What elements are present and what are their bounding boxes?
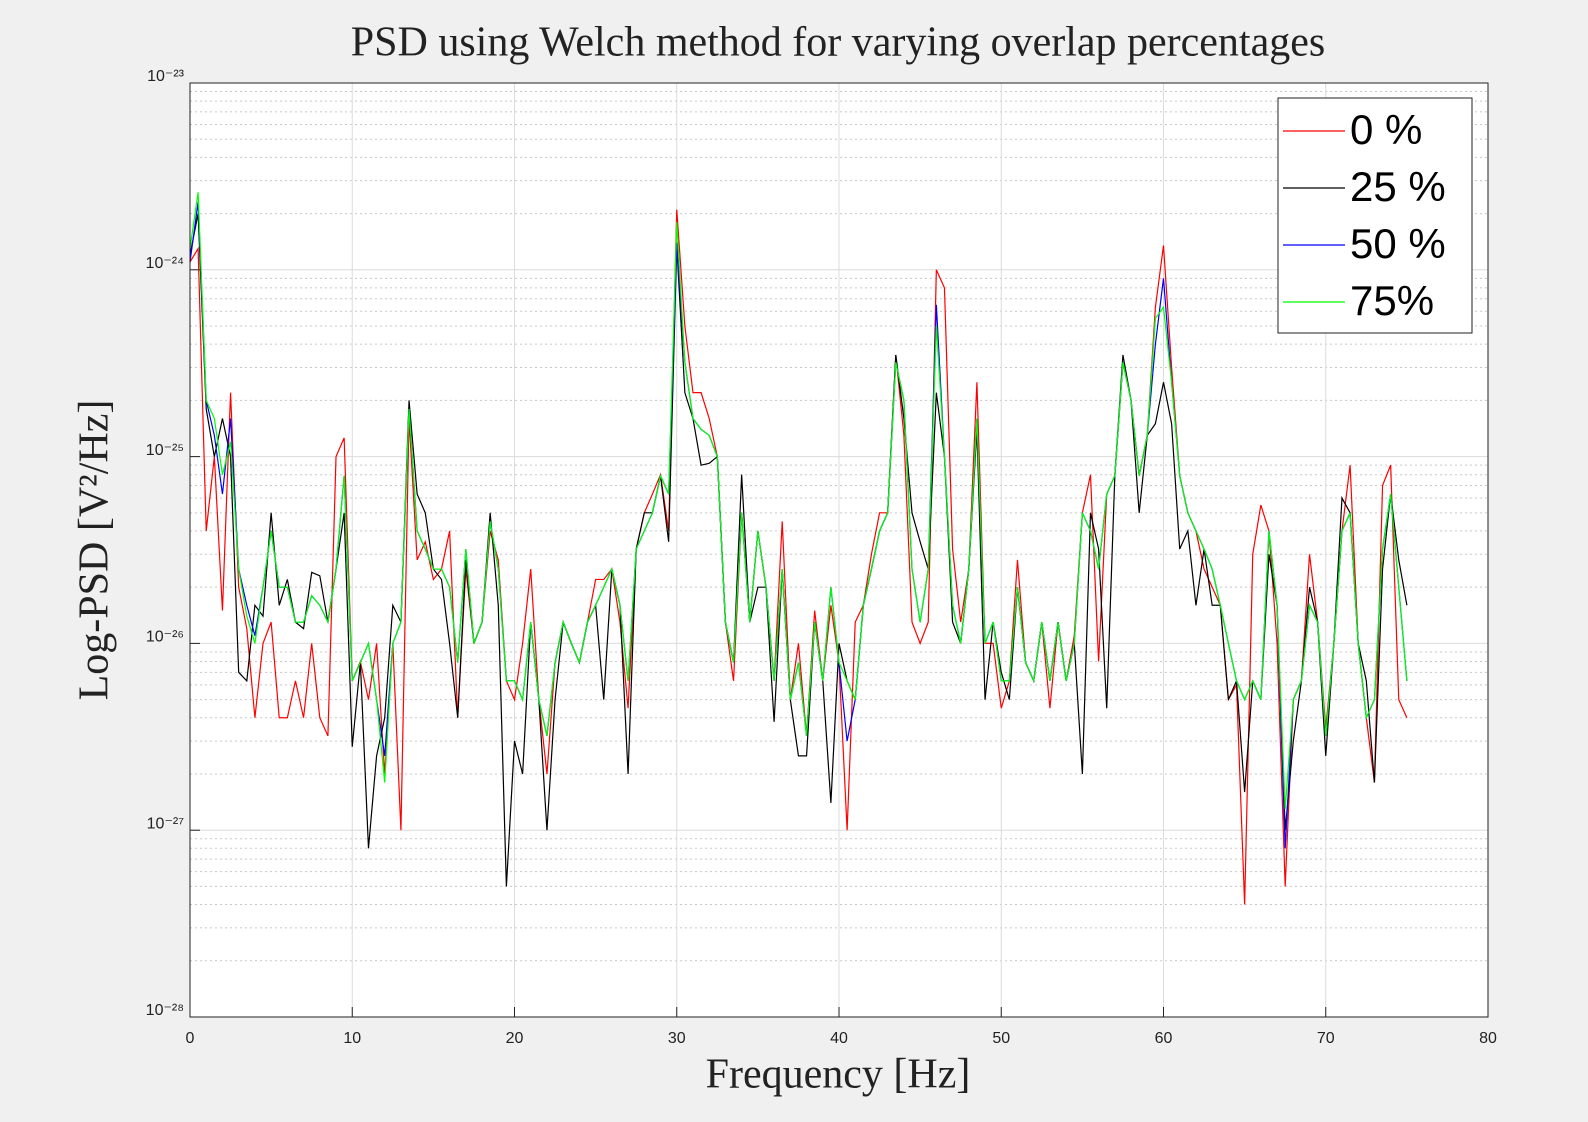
y-tick-label: 10⁻²⁴ (146, 255, 185, 272)
legend-label: 75% (1350, 277, 1434, 324)
series-line (189, 192, 1408, 809)
x-tick-label: 10 (343, 1030, 361, 1047)
y-axis-label: Log-PSD [V²/Hz] (72, 400, 118, 701)
legend-box (1277, 97, 1473, 334)
y-tick-label: 10⁻²⁶ (146, 629, 184, 646)
y-tick-label: 10⁻²³ (147, 68, 185, 85)
plot-border (189, 82, 1489, 1018)
y-tick-label: 10⁻²⁵ (146, 442, 184, 459)
chart-title: PSD using Welch method for varying overl… (351, 20, 1325, 66)
x-tick-label: 70 (1317, 1030, 1335, 1047)
legend-label: 25 % (1350, 163, 1446, 210)
x-tick-label: 20 (506, 1030, 524, 1047)
legend-label: 0 % (1350, 106, 1422, 153)
y-tick-label: 10⁻²⁷ (147, 815, 185, 832)
x-tick-label: 50 (992, 1030, 1010, 1047)
x-axis-label: Frequency [Hz] (706, 1052, 971, 1098)
x-tick-label: 30 (668, 1030, 686, 1047)
y-tick-label: 10⁻²⁸ (146, 1002, 184, 1019)
x-tick-label: 80 (1479, 1030, 1497, 1047)
legend-label: 50 % (1350, 220, 1446, 267)
x-tick-label: 60 (1155, 1030, 1173, 1047)
x-tick-label: 40 (830, 1030, 848, 1047)
x-tick-label: 0 (186, 1030, 195, 1047)
